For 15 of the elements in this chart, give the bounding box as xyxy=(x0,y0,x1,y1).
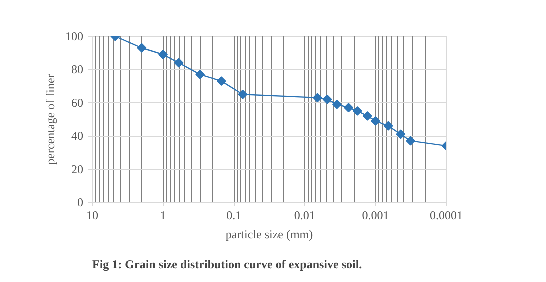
y-tick-label: 100 xyxy=(66,30,84,44)
x-tick-label: 0.001 xyxy=(362,208,390,222)
y-axis-title: percentage of finer xyxy=(44,74,58,165)
y-tick-label: 0 xyxy=(78,196,84,210)
x-tick-label: 10 xyxy=(86,208,98,222)
x-tick-label: 0.0001 xyxy=(430,208,463,222)
y-tick-label: 20 xyxy=(72,162,84,176)
x-tick-label: 1 xyxy=(160,208,166,222)
y-tick-label: 80 xyxy=(72,62,84,77)
x-axis-title: particle size (mm) xyxy=(226,228,314,242)
y-tick-label: 60 xyxy=(72,96,84,110)
text: Fig 1: Grain size distribution curve of expansive soil. xyxy=(92,258,362,272)
x-tick-label: 0.1 xyxy=(226,208,242,222)
x-tick-label: 0.01 xyxy=(294,208,316,222)
y-tick-label: 40 xyxy=(72,129,84,144)
